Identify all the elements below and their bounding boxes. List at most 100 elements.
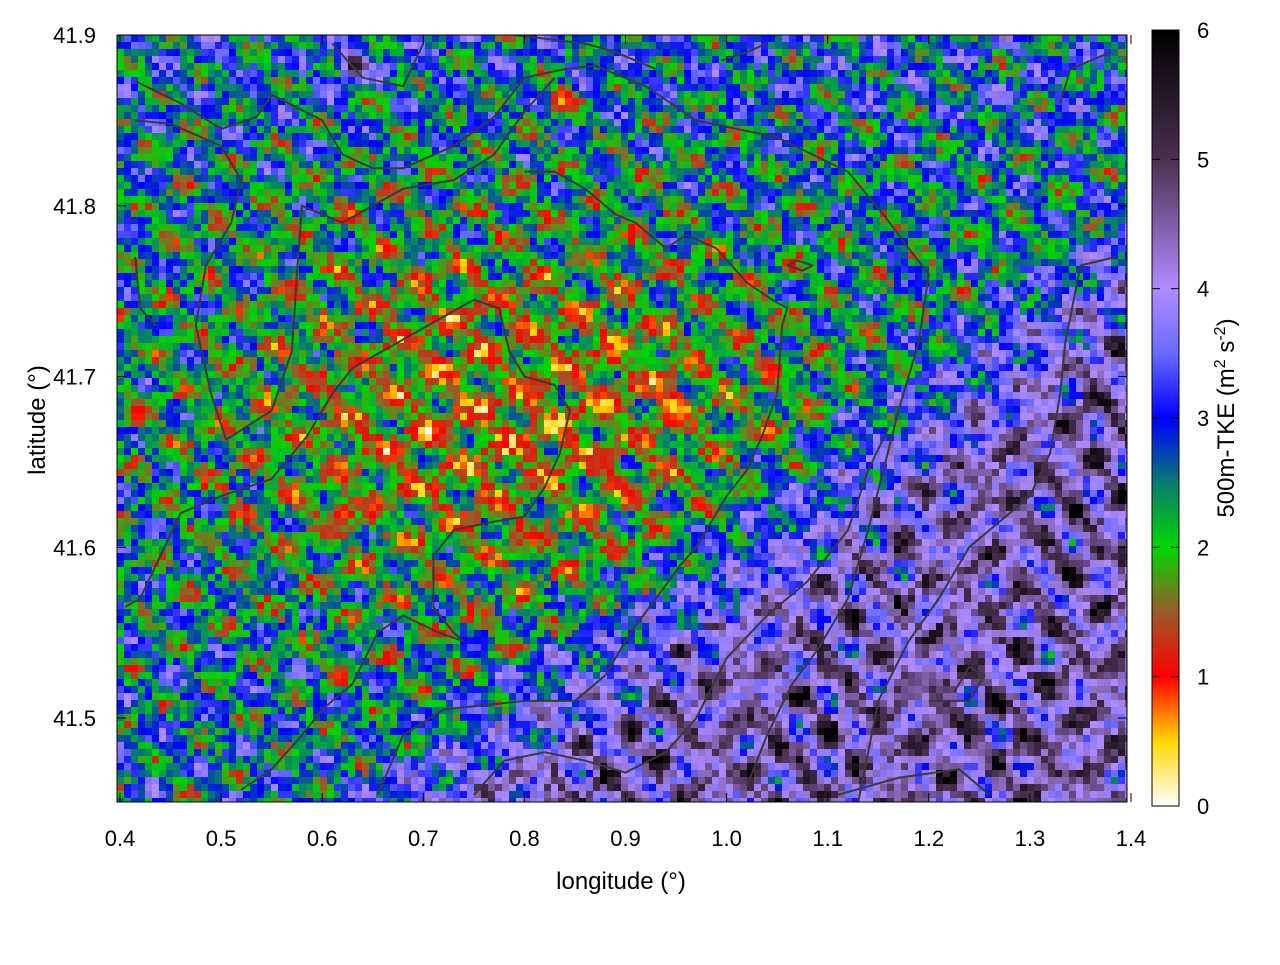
heatmap-cell [964, 210, 972, 218]
heatmap-cell [789, 42, 797, 50]
heatmap-cell [222, 63, 230, 71]
heatmap-cell [439, 196, 447, 204]
heatmap-cell [985, 266, 993, 274]
heatmap-cell [803, 154, 811, 162]
heatmap-cell [495, 168, 503, 176]
heatmap-cell [523, 77, 531, 85]
heatmap-cell [957, 210, 965, 218]
heatmap-cell [593, 175, 601, 183]
heatmap-cell [698, 245, 706, 253]
heatmap-cell [502, 259, 510, 267]
heatmap-cell [838, 259, 846, 267]
heatmap-cell [201, 77, 209, 85]
heatmap-cell [1083, 161, 1091, 169]
heatmap-cell [446, 49, 454, 57]
heatmap-cell [152, 238, 160, 246]
heatmap-cell [397, 49, 405, 57]
heatmap-cell [467, 266, 475, 274]
heatmap-cell [999, 77, 1007, 85]
heatmap-cell [425, 133, 433, 141]
heatmap-cell [775, 168, 783, 176]
heatmap-cell [439, 266, 447, 274]
heatmap-cell [425, 189, 433, 197]
heatmap-cell [719, 210, 727, 218]
heatmap-cell [824, 196, 832, 204]
heatmap-cell [313, 35, 321, 43]
heatmap-cell [733, 154, 741, 162]
heatmap-cell [761, 203, 769, 211]
heatmap-cell [719, 35, 727, 43]
heatmap-cell [1041, 154, 1049, 162]
heatmap-cell [411, 217, 419, 225]
heatmap-cell [593, 77, 601, 85]
heatmap-cell [558, 91, 566, 99]
heatmap-cell [656, 161, 664, 169]
heatmap-cell [1048, 259, 1056, 267]
heatmap-cell [453, 161, 461, 169]
heatmap-cell [642, 119, 650, 127]
heatmap-cell [306, 91, 314, 99]
heatmap-cell [509, 147, 517, 155]
heatmap-cell [558, 210, 566, 218]
heatmap-cell [789, 105, 797, 113]
heatmap-cell [201, 210, 209, 218]
heatmap-cell [1076, 217, 1084, 225]
heatmap-cell [1013, 49, 1021, 57]
heatmap-cell [565, 119, 573, 127]
heatmap-cell [509, 56, 517, 64]
heatmap-cell [817, 217, 825, 225]
heatmap-cell [390, 175, 398, 183]
heatmap-cell [488, 189, 496, 197]
heatmap-cell [1055, 126, 1063, 134]
heatmap-cell [509, 196, 517, 204]
heatmap-cell [467, 98, 475, 106]
heatmap-cell [1027, 119, 1035, 127]
heatmap-cell [131, 98, 139, 106]
heatmap-cell [418, 266, 426, 274]
heatmap-cell [138, 35, 146, 43]
heatmap-cell [985, 91, 993, 99]
heatmap-cell [698, 112, 706, 120]
heatmap-cell [929, 175, 937, 183]
heatmap-cell [810, 203, 818, 211]
heatmap-cell [621, 77, 629, 85]
heatmap-cell [677, 245, 685, 253]
heatmap-cell [159, 98, 167, 106]
heatmap-cell [607, 98, 615, 106]
heatmap-cell [187, 224, 195, 232]
heatmap-cell [908, 35, 916, 43]
heatmap-cell [145, 245, 153, 253]
heatmap-cell [894, 189, 902, 197]
heatmap-cell [698, 259, 706, 267]
heatmap-cell [495, 175, 503, 183]
heatmap-cell [481, 133, 489, 141]
heatmap-cell [600, 105, 608, 113]
heatmap-cell [922, 252, 930, 260]
heatmap-cell [1111, 140, 1119, 148]
heatmap-cell [509, 259, 517, 267]
heatmap-cell [173, 210, 181, 218]
heatmap-cell [796, 140, 804, 148]
heatmap-cell [789, 210, 797, 218]
heatmap-cell [873, 35, 881, 43]
heatmap-cell [1069, 266, 1077, 274]
heatmap-cell [915, 112, 923, 120]
heatmap-cell [362, 70, 370, 78]
heatmap-cell [985, 56, 993, 64]
heatmap-cell [495, 49, 503, 57]
heatmap-cell [264, 259, 272, 267]
heatmap-cell [502, 168, 510, 176]
heatmap-cell [1013, 77, 1021, 85]
heatmap-cell [362, 273, 370, 281]
heatmap-cell [957, 147, 965, 155]
heatmap-cell [341, 203, 349, 211]
heatmap-cell [971, 266, 979, 274]
heatmap-cell [488, 35, 496, 43]
heatmap-cell [222, 140, 230, 148]
heatmap-cell [502, 189, 510, 197]
heatmap-cell [600, 224, 608, 232]
heatmap-cell [306, 203, 314, 211]
heatmap-cell [859, 182, 867, 190]
heatmap-cell [754, 238, 762, 246]
heatmap-cell [173, 105, 181, 113]
